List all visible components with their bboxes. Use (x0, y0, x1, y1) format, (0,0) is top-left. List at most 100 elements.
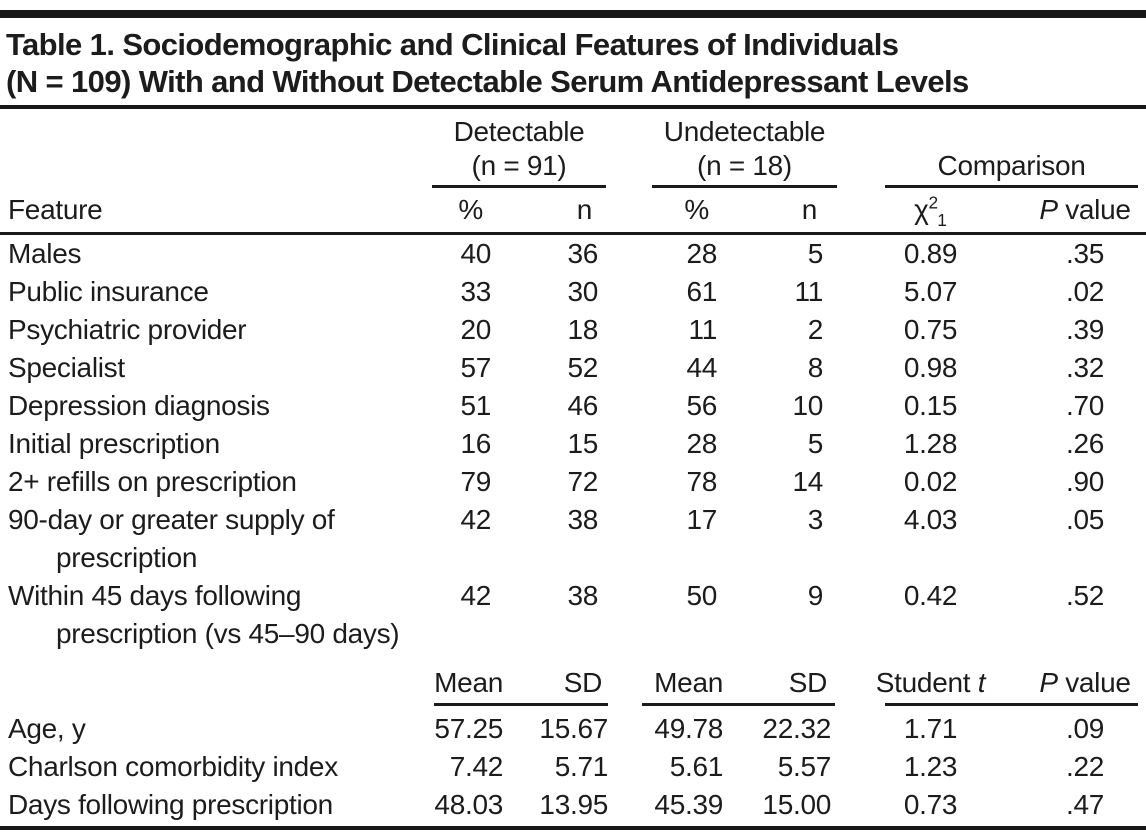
feature-cell: Days following prescription (8, 789, 333, 820)
value-cell: 11 (688, 314, 718, 345)
group-header-row: Detectable (n = 91) Undetectable (n = 18… (0, 113, 1146, 188)
feature-cell: 90-day or greater supply of prescription (8, 504, 335, 573)
value-cell: 57 (460, 352, 491, 383)
value-cell: 44 (686, 352, 717, 383)
feature-cell: 2+ refills on prescription (8, 466, 297, 497)
p-value-header: P value (1024, 188, 1146, 235)
data-table: Detectable (n = 91) Undetectable (n = 18… (0, 113, 1146, 824)
table-row-within-45-days: Within 45 days following prescription (v… (0, 577, 1146, 653)
value-cell: 61 (686, 276, 717, 307)
table-row-psychiatric-provider: Psychiatric provider 20 18 11 2 0.75 .39 (0, 311, 1146, 349)
value-cell: 46 (567, 390, 598, 421)
value-cell: 42 (460, 580, 491, 611)
n-header-detectable: n (505, 188, 612, 235)
value-cell: 38 (567, 504, 598, 535)
value-cell: .39 (1065, 314, 1105, 345)
value-cell: 36 (567, 238, 598, 269)
value-cell: .32 (1065, 352, 1105, 383)
sd-header-detectable: SD (563, 667, 603, 698)
value-cell: 38 (567, 580, 598, 611)
value-cell: 8 (807, 352, 824, 383)
column-header-row: Feature % n % n χ21 P value (0, 188, 1146, 235)
value-cell: .22 (1065, 751, 1105, 782)
value-cell: .02 (1065, 276, 1105, 307)
value-cell: 4.03 (903, 504, 958, 535)
t-italic: t (977, 667, 986, 698)
value-cell: 0.15 (903, 390, 958, 421)
value-cell: 56 (686, 390, 717, 421)
feature-cell: Depression diagnosis (8, 390, 270, 421)
feature-cell: Age, y (8, 713, 86, 744)
value-cell: 20 (460, 314, 491, 345)
group-comparison: Comparison (837, 113, 1146, 188)
value-cell: 5.07 (903, 276, 958, 307)
n-header-undetectable: n (725, 188, 837, 235)
value-cell: .05 (1065, 504, 1105, 535)
table-figure: Table 1. Sociodemographic and Clinical F… (0, 10, 1146, 830)
value-cell: 10 (792, 390, 823, 421)
value-cell: 33 (460, 276, 491, 307)
value-cell: 51 (460, 390, 491, 421)
value-cell: 22.32 (762, 713, 831, 744)
value-cell: 79 (460, 466, 491, 497)
value-cell: 52 (567, 352, 598, 383)
value-cell: 2 (807, 314, 824, 345)
table-row-depression-diagnosis: Depression diagnosis 51 46 56 10 0.15 .7… (0, 387, 1146, 425)
value-cell: 0.98 (903, 352, 958, 383)
value-cell: 5 (807, 238, 824, 269)
group-detectable: Detectable (n = 91) (420, 113, 612, 188)
value-cell: 5.57 (777, 751, 832, 782)
table-row-90-day-supply: 90-day or greater supply of prescription… (0, 501, 1146, 577)
student-t-header: Student t (837, 653, 1024, 701)
value-cell: 49.78 (654, 713, 723, 744)
value-cell: .26 (1065, 428, 1105, 459)
value-cell: 72 (567, 466, 598, 497)
value-cell: 0.02 (903, 466, 958, 497)
student-t-rest: Student (875, 667, 978, 698)
rule-comparison (837, 701, 1146, 710)
value-cell: 1.23 (903, 751, 958, 782)
value-cell: 3 (807, 504, 824, 535)
chi-superscript: 2 (928, 192, 939, 213)
group-undetectable-n: (n = 18) (697, 150, 792, 181)
value-cell: .47 (1065, 789, 1105, 820)
chi-square-header: χ21 (837, 188, 1024, 235)
value-cell: 40 (460, 238, 491, 269)
table-row-days-following: Days following prescription 48.03 13.95 … (0, 786, 1146, 824)
sd-header-undetectable: SD (788, 667, 828, 698)
group-comparison-label: Comparison (937, 150, 1086, 181)
value-cell: 17 (686, 504, 717, 535)
pct-header-undetectable: % (612, 188, 725, 235)
rule-undetectable (612, 701, 837, 710)
table-header: Detectable (n = 91) Undetectable (n = 18… (0, 113, 1146, 235)
p-value-subheader: P value (1024, 653, 1146, 701)
value-cell: 1.71 (903, 713, 958, 744)
group-detectable-n: (n = 91) (471, 150, 567, 181)
feature-cell: Charlson comorbidity index (8, 751, 338, 782)
table-body: Males 40 36 28 5 0.89 .35 Public insuran… (0, 234, 1146, 825)
feature-cell: Males (8, 238, 82, 269)
value-cell: 16 (460, 428, 491, 459)
subheader-row: Mean SD Mean SD Student t P value (0, 653, 1146, 701)
feature-header: Feature (0, 188, 420, 235)
value-cell: 15 (567, 428, 598, 459)
mean-header-undetectable: Mean (654, 667, 723, 698)
rule-spacer (0, 701, 420, 710)
table-row-specialist: Specialist 57 52 44 8 0.98 .32 (0, 349, 1146, 387)
value-cell: 0.73 (903, 789, 958, 820)
feature-cell: Within 45 days following prescription (v… (8, 580, 400, 649)
value-cell: .09 (1065, 713, 1105, 744)
subheader-rule-row (0, 701, 1146, 710)
value-cell: 18 (567, 314, 598, 345)
value-cell: 14 (792, 466, 823, 497)
table-title-line1: Table 1. Sociodemographic and Clinical F… (6, 27, 899, 62)
subheader-spacer (0, 653, 420, 701)
value-cell: 45.39 (654, 789, 723, 820)
table-title-line2: (N = 109) With and Without Detectable Se… (6, 64, 969, 99)
value-cell: 15.00 (762, 789, 831, 820)
value-cell: .70 (1065, 390, 1105, 421)
value-cell: 28 (686, 238, 717, 269)
value-cell: 0.89 (903, 238, 958, 269)
p-rest: value (1057, 194, 1131, 225)
value-cell: 9 (807, 580, 824, 611)
